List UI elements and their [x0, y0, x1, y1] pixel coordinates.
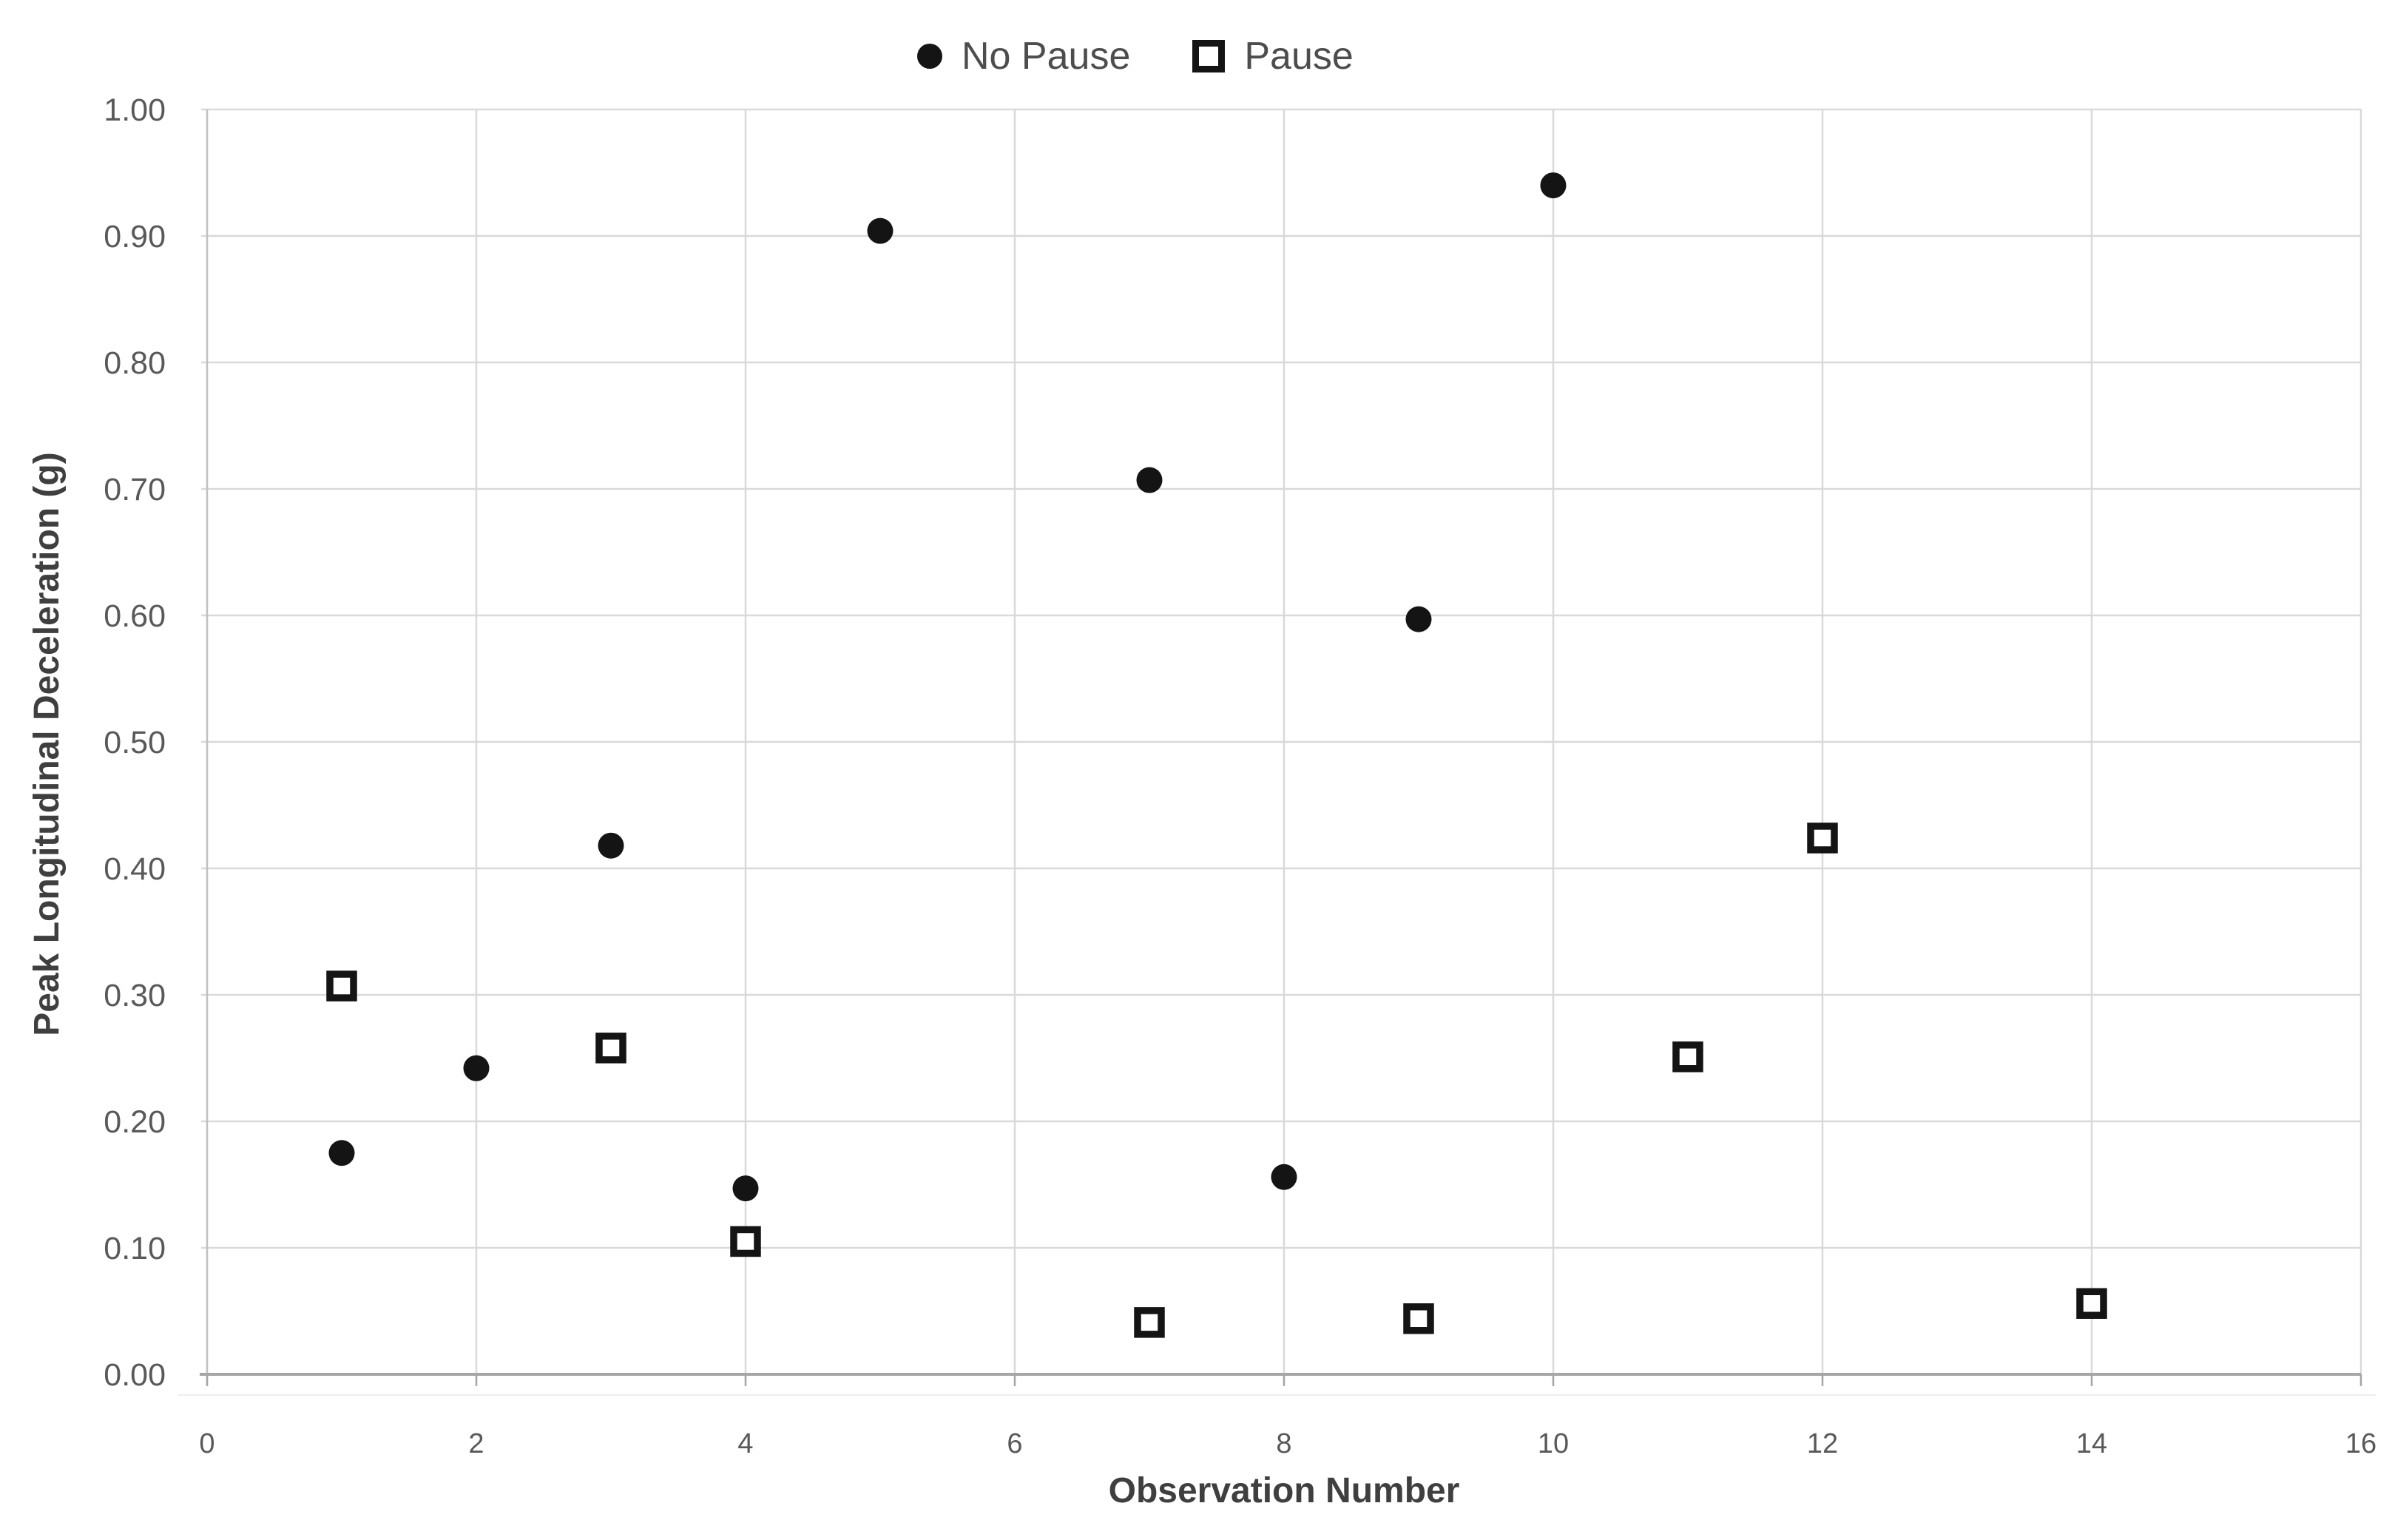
- y-tick-label: 1.00: [104, 92, 166, 128]
- filled-circle-icon: [917, 44, 942, 69]
- pause-data-point: [1403, 1303, 1434, 1334]
- no-pause-data-point: [328, 1140, 355, 1166]
- pause-data-point: [730, 1226, 761, 1257]
- y-tick-label: 0.20: [104, 1104, 166, 1140]
- no-pause-data-point: [598, 832, 624, 859]
- pause-data-point: [2076, 1288, 2107, 1319]
- x-tick-label: 16: [2345, 1428, 2376, 1459]
- x-tick-label: 0: [199, 1428, 214, 1459]
- pause-data-point: [326, 970, 357, 1002]
- no-pause-data-point: [1136, 467, 1163, 493]
- y-tick-label: 0.50: [104, 725, 166, 760]
- y-tick-label: 0.60: [104, 598, 166, 634]
- pause-data-point: [1807, 823, 1838, 854]
- y-tick-label: 0.10: [104, 1231, 166, 1266]
- x-tick-label: 4: [737, 1428, 753, 1459]
- no-pause-data-point: [732, 1175, 759, 1202]
- pause-data-point: [595, 1033, 626, 1064]
- pause-data-point: [1134, 1307, 1165, 1338]
- y-tick-label: 0.00: [104, 1357, 166, 1393]
- legend-label-pause: Pause: [1244, 35, 1354, 78]
- x-tick-label: 2: [468, 1428, 484, 1459]
- legend-item-pause: Pause: [1192, 19, 1354, 93]
- x-tick-label: 12: [1807, 1428, 1838, 1459]
- no-pause-data-point: [463, 1055, 490, 1081]
- x-axis-title: Observation Number: [1108, 1471, 1460, 1510]
- y-tick-label: 0.80: [104, 345, 166, 381]
- pause-data-point: [1672, 1041, 1703, 1073]
- x-tick-label: 10: [1538, 1428, 1569, 1459]
- legend-label-no-pause: No Pause: [962, 35, 1131, 78]
- legend-item-no-pause: No Pause: [917, 19, 1130, 93]
- no-pause-data-point: [1271, 1164, 1297, 1190]
- y-tick-label: 0.40: [104, 851, 166, 887]
- x-tick-label: 6: [1007, 1428, 1022, 1459]
- y-tick-label: 0.90: [104, 219, 166, 254]
- x-tick-label: 8: [1276, 1428, 1291, 1459]
- no-pause-data-point: [867, 217, 893, 244]
- no-pause-data-point: [1540, 172, 1567, 199]
- x-tick-label: 14: [2076, 1428, 2107, 1459]
- open-square-icon: [1192, 40, 1226, 72]
- y-axis-title: Peak Longitudinal Deceleration (g): [27, 452, 67, 1036]
- y-tick-label: 0.30: [104, 978, 166, 1013]
- y-tick-label: 0.70: [104, 472, 166, 507]
- legend: No Pause Pause: [917, 19, 1354, 93]
- no-pause-data-point: [1405, 606, 1432, 632]
